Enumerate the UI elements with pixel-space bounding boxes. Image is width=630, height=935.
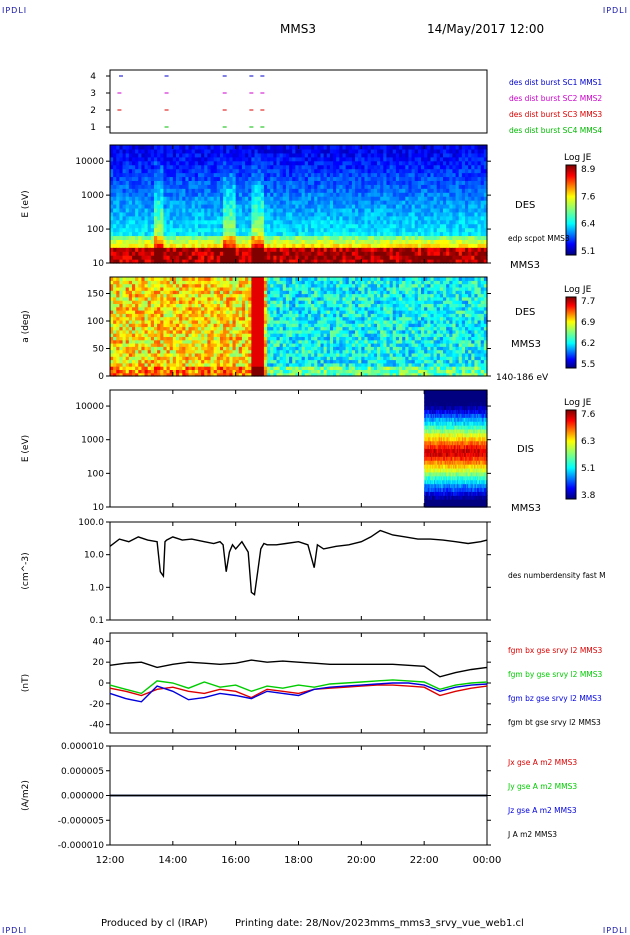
y-tick-label: 10000: [75, 157, 104, 167]
legend-entry: des dist burst SC1 MMS1: [509, 78, 602, 87]
colorbar-tick-label: 8.9: [581, 165, 596, 175]
y-axis-label: E (eV): [21, 190, 31, 217]
y-tick-label: 4: [90, 72, 96, 82]
burst-panel: 4 3 2 1 des dist burst SC1 MMS1 des dist burs…: [90, 70, 602, 135]
plot-frame: [110, 70, 487, 133]
spacecraft-label: MMS3: [510, 260, 540, 271]
y-tick-label: 1: [90, 123, 96, 133]
legend-entry: des dist burst SC2 MMS2: [509, 94, 602, 103]
y-tick-label: 3: [90, 89, 96, 99]
instrument-label: DES: [515, 200, 535, 211]
colorbar-tick-label: 5.1: [581, 247, 595, 257]
legend-entry: des dist burst SC3 MMS3: [509, 110, 602, 119]
legend-entry: des dist burst SC4 MMS4: [509, 126, 602, 135]
y-tick-label: 1000: [81, 191, 104, 201]
y-tick-label: 2: [90, 106, 96, 116]
overlay-label: edp scpot MMS3: [508, 234, 570, 243]
des-energy-panel: 10000 1000 100 10 E (eV) Log JE 8.9 7.6 6.4 5.1 DE…: [21, 145, 596, 271]
y-tick-label: 10: [93, 259, 105, 269]
colorbar-tick-label: 6.4: [581, 220, 596, 230]
y-tick-label: 100: [87, 225, 104, 235]
colorbar-tick-label: 7.6: [581, 192, 596, 202]
colorbar-title: Log JE: [564, 153, 592, 163]
